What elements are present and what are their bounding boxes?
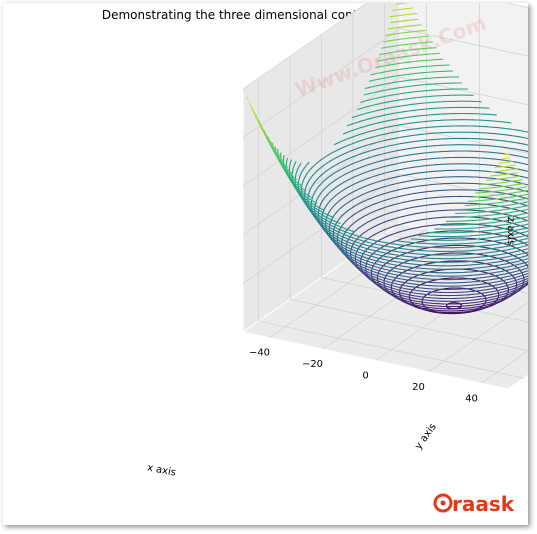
axis-ticks: −40−2002040−40−2002040100020003000400050… (249, 348, 478, 405)
contour-surface (246, 3, 528, 315)
contour-line (370, 64, 450, 76)
contour-line (458, 201, 528, 211)
z-axis-label: z axis (505, 217, 516, 245)
contour-line (471, 189, 528, 198)
contour-line (383, 35, 430, 43)
x-tick-label: −40 (249, 348, 270, 359)
contour-line (445, 212, 528, 222)
contour-line (498, 160, 513, 164)
contour-line (380, 41, 433, 49)
grid-line-x (428, 302, 528, 373)
contour-line (490, 168, 519, 173)
contour-line (333, 119, 512, 146)
contour-line (475, 186, 528, 194)
figure-frame: Demonstrating the three dimensional cont… (3, 3, 528, 525)
contour-line (328, 176, 528, 277)
contour-line (356, 94, 474, 111)
contour-line (434, 219, 528, 230)
contour-line (376, 244, 528, 308)
contour-line (364, 76, 460, 90)
x-tick-label: 0 (362, 371, 368, 382)
logo-o-icon (433, 493, 453, 513)
pane-floor (241, 222, 528, 390)
contour-line (426, 223, 528, 234)
contour-line (375, 58, 444, 69)
contour-line (490, 172, 518, 177)
contour-line (387, 24, 422, 30)
contour-3d-plot: Demonstrating the three dimensional cont… (102, 3, 528, 516)
contour-line (363, 82, 462, 96)
logo-text: raask (452, 492, 515, 516)
contour-line (396, 234, 528, 245)
grid-line-x (322, 3, 480, 350)
contour-line (390, 18, 418, 24)
contour-line (314, 150, 528, 263)
contour-line (300, 125, 528, 249)
contour-line (307, 137, 528, 256)
pane-back (399, 3, 528, 252)
contour-line (478, 182, 525, 190)
grid-line-z (242, 28, 528, 138)
grid-line-z (242, 3, 528, 90)
contour-line (360, 88, 468, 103)
contour-line (246, 96, 249, 101)
contour-line (277, 148, 303, 187)
contour-line (440, 216, 528, 226)
contour-line (390, 260, 518, 312)
contour-line (378, 47, 437, 56)
contour-line (468, 193, 528, 202)
contour-line (336, 189, 528, 284)
contour-line (411, 230, 528, 241)
contour-line (321, 163, 528, 270)
contour-line (482, 179, 523, 186)
contour-line (464, 197, 528, 206)
contour-line (399, 268, 509, 314)
contour-line (346, 106, 490, 127)
contour-line (365, 230, 528, 302)
contour-line (502, 157, 510, 160)
contour-line (248, 101, 251, 105)
contour-line (325, 169, 528, 274)
chart-title: Demonstrating the three dimensional cont… (102, 8, 405, 22)
grid-line-y (321, 34, 528, 323)
oraask-logo: raask (433, 492, 515, 516)
x-tick-label: 20 (412, 382, 425, 393)
contour-line (341, 195, 528, 287)
y-axis-label: y axis (413, 421, 439, 451)
grid-line-z (242, 76, 528, 187)
contour-line (249, 104, 255, 111)
contour-line (376, 52, 440, 62)
contour-line (368, 70, 453, 82)
contour-line (304, 131, 528, 252)
contour-line (389, 12, 418, 18)
grid-line-x (375, 254, 528, 361)
grid-line-y (258, 78, 524, 379)
contour-line (282, 155, 312, 198)
grid-line-y (289, 56, 528, 351)
contour-line (503, 153, 511, 156)
contour-line (332, 182, 528, 281)
contour-line (350, 209, 528, 294)
contour-line (486, 175, 521, 181)
contour-line (310, 144, 528, 260)
grid-line-z (242, 173, 528, 284)
grid-line-z (242, 125, 528, 236)
contour-line (354, 216, 528, 297)
contour-line (351, 100, 482, 119)
contour-line (392, 7, 414, 12)
contour-line (385, 29, 426, 36)
contour-line (448, 208, 528, 219)
contour-line (455, 204, 528, 215)
x-tick-label: −20 (302, 359, 323, 370)
x-tick-label: 40 (465, 393, 478, 404)
contour-line (345, 202, 528, 290)
contour-line (342, 112, 497, 135)
contour-line (418, 227, 528, 238)
contour-line (395, 3, 409, 5)
contour-line (317, 156, 528, 267)
x-axis-label: x axis (146, 462, 177, 478)
contour-line (494, 164, 516, 169)
